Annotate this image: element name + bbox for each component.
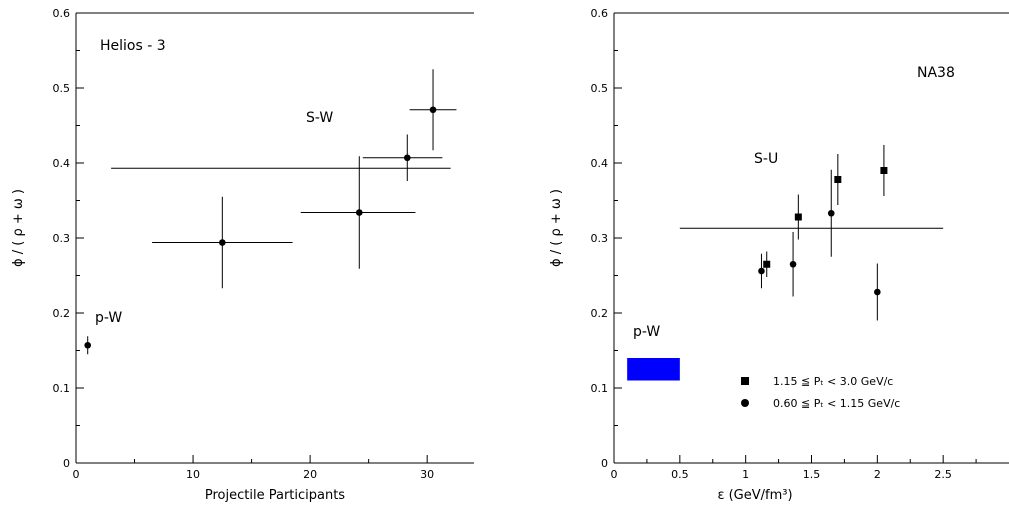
x-tick-label: 1	[742, 468, 749, 481]
annotation: p-W	[633, 324, 660, 340]
y-tick-label: 0.2	[591, 307, 609, 320]
y-tick-label: 0.1	[591, 382, 609, 395]
x-axis-label: Projectile Participants	[205, 488, 345, 503]
y-tick-label: 0	[63, 457, 70, 470]
y-axis-label: ϕ / ( ρ + ω )	[11, 189, 26, 267]
data-point-circle	[874, 288, 881, 296]
y-tick-label: 0.4	[591, 157, 609, 170]
data-point-square	[880, 167, 888, 174]
annotation: NA38	[917, 65, 955, 81]
x-tick-label: 0	[611, 468, 618, 481]
series-1	[763, 145, 888, 277]
chart-panel-2: 0 0.1 0.2 0.3 0.4 0.5 0.6 0 0.5 1 1.5 2 2.5 ε (GeV/fm…	[549, 7, 1009, 503]
series-1	[84, 69, 457, 355]
annotation: S-W	[306, 110, 333, 126]
p-w-band	[627, 358, 680, 381]
legend-marker-square	[741, 377, 749, 385]
y-tick-label: 0	[601, 457, 608, 470]
legend-label: 1.15 ≦ Pₜ < 3.0 GeV/c	[773, 375, 893, 388]
legend: 1.15 ≦ Pₜ < 3.0 GeV/c 0.60 ≦ Pₜ < 1.15 Ge…	[741, 375, 900, 410]
y-tick-label: 0.2	[53, 307, 71, 320]
x-tick-label: 30	[420, 468, 434, 481]
y-tick-label: 0.5	[53, 82, 71, 95]
data-point-circle	[827, 209, 835, 217]
y-tick-label: 0.4	[53, 157, 71, 170]
data-point-circle	[758, 267, 765, 275]
annotation: p-W	[95, 310, 122, 326]
series-2	[758, 169, 881, 321]
data-point-circle	[789, 260, 797, 268]
chart-panel-1: 0 0.1 0.2 0.3 0.4 0.5 0.6 0 10 20 30 Projectile Par…	[11, 7, 474, 503]
x-tick-label: 1.5	[803, 468, 821, 481]
annotation: Helios - 3	[100, 38, 166, 54]
data-point-circle	[219, 239, 226, 246]
x-tick-label: 2.5	[934, 468, 952, 481]
x-tick-label: 20	[303, 468, 317, 481]
annotation: S-U	[754, 151, 778, 167]
data-point-square	[794, 213, 802, 221]
x-tick-label: 2	[874, 468, 881, 481]
x-tick-label: 10	[186, 468, 200, 481]
data-point-circle	[84, 341, 92, 349]
data-point-square	[763, 260, 771, 268]
x-tick-label: 0	[73, 468, 80, 481]
y-axis-label: ϕ / ( ρ + ω )	[549, 189, 564, 267]
legend-label: 0.60 ≦ Pₜ < 1.15 GeV/c	[773, 397, 900, 410]
y-tick-label: 0.1	[53, 382, 71, 395]
y-tick-label: 0.6	[53, 7, 71, 20]
data-point-circle	[429, 106, 437, 114]
x-tick-label: 0.5	[671, 468, 689, 481]
y-tick-label: 0.3	[591, 232, 609, 245]
y-tick-label: 0.5	[591, 82, 609, 95]
data-point-circle	[355, 209, 363, 216]
data-point-square	[834, 176, 842, 183]
y-tick-label: 0.3	[53, 232, 71, 245]
y-tick-label: 0.6	[591, 7, 609, 20]
legend-marker-circle	[741, 399, 749, 407]
x-axis-label: ε (GeV/fm³)	[717, 488, 792, 503]
data-point-circle	[403, 154, 411, 162]
